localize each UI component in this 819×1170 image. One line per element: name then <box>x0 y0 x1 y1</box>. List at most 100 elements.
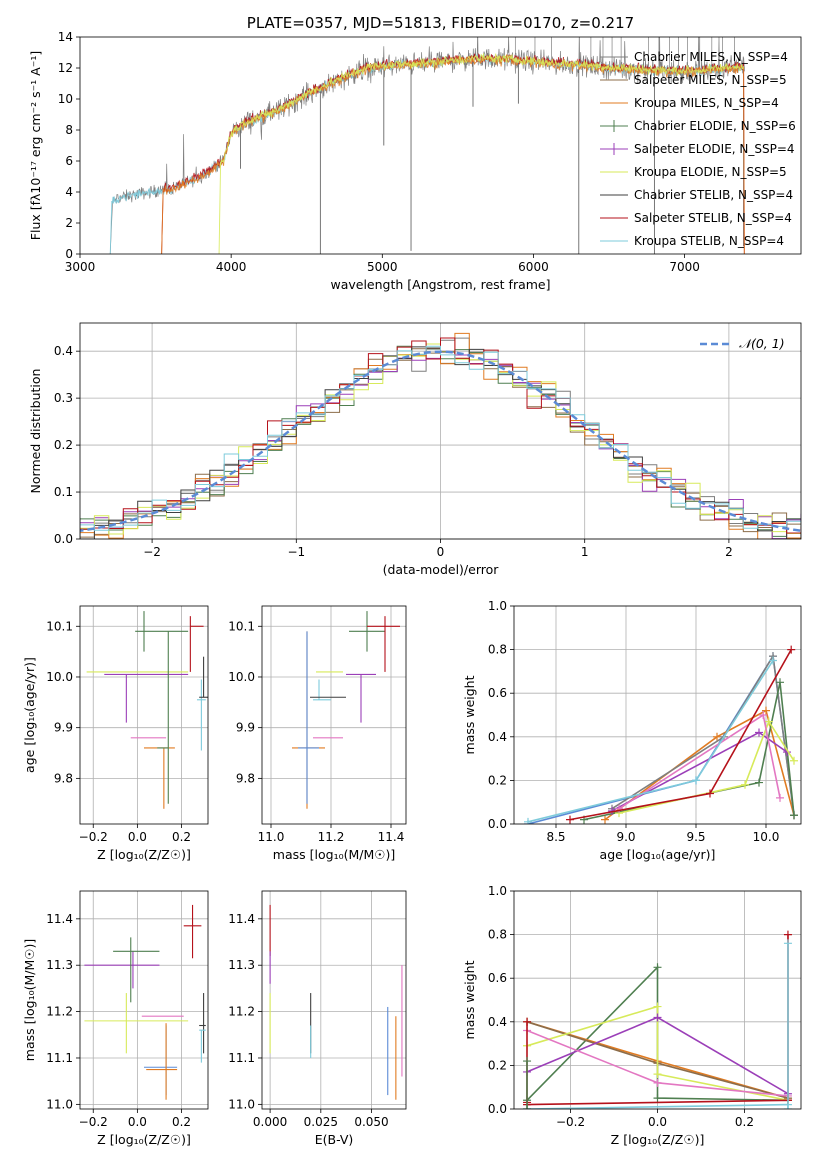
spectrum-frame <box>79 36 802 255</box>
y-tick-label: 9.9 <box>236 721 255 735</box>
weight-marker <box>755 778 763 787</box>
legend-label: Salpeter ELODIE, N_SSP=4 <box>634 142 795 156</box>
y-tick-label: 10.1 <box>46 619 73 633</box>
x-axis-label: Z [log₁₀(Z/Z☉)] <box>97 847 191 862</box>
y-tick-label: 0.4 <box>488 1015 507 1029</box>
y-tick-label: 11.3 <box>228 958 255 972</box>
weight-marker <box>783 930 792 939</box>
x-axis-label: age [log₁₀(age/yr)] <box>600 847 716 862</box>
y-tick-label: 11.0 <box>46 1097 73 1111</box>
x-tick-label: 3000 <box>65 260 96 274</box>
weight-marker <box>653 1002 662 1011</box>
x-tick-label: 9.5 <box>686 830 705 844</box>
x-tick-label: 1 <box>581 545 589 559</box>
y-tick-label: 0.2 <box>488 1058 507 1072</box>
normal-curve <box>80 350 801 533</box>
age-vs-z-points <box>86 611 208 809</box>
y-axis-label: Flux [fλ10⁻¹⁷ erg cm⁻² s⁻¹ A⁻¹] <box>28 51 43 240</box>
x-axis-label: Z [log₁₀(Z/Z☉)] <box>611 1132 705 1147</box>
weight-series-line <box>526 1103 789 1109</box>
y-tick-label: 11.2 <box>228 1005 255 1019</box>
y-tick-label: 0.4 <box>54 344 73 358</box>
weight-marker <box>776 793 784 802</box>
x-tick-label: 5000 <box>367 260 398 274</box>
legend-label: Kroupa ELODIE, N_SSP=5 <box>634 165 787 179</box>
weight-marker <box>523 1017 532 1026</box>
weight-marker <box>755 728 763 737</box>
y-tick-label: 1.0 <box>488 599 507 613</box>
weight-marker <box>653 1094 662 1103</box>
spectrum-axes: 3000 4000 5000 6000 7000 0 2 4 6 8 10 12 14 wavelengt… <box>28 30 700 292</box>
y-tick-label: 6 <box>65 154 73 168</box>
y-tick-label: 0.1 <box>54 485 73 499</box>
weight-vs-age-lines <box>524 645 798 824</box>
x-tick-label: 0.2 <box>735 1115 754 1129</box>
y-tick-label: 11.4 <box>228 912 255 926</box>
legend-label: Chabrier STELIB, N_SSP=4 <box>634 188 793 202</box>
weight-marker <box>787 645 796 654</box>
x-tick-label: 10.0 <box>753 830 780 844</box>
x-tick-label: 7000 <box>669 260 700 274</box>
y-tick-label: 10.0 <box>46 670 73 684</box>
model-spectrum-line <box>218 53 745 254</box>
y-tick-label: 8 <box>65 123 73 137</box>
x-tick-label: −0.2 <box>556 1115 585 1129</box>
y-tick-label: 0.8 <box>488 928 507 942</box>
y-tick-label: 0.6 <box>488 971 507 985</box>
weight-marker <box>762 706 770 715</box>
x-axis-label: mass [log₁₀(M/M☉)] <box>273 847 395 862</box>
y-tick-label: 11.1 <box>46 1051 73 1065</box>
weight-marker <box>764 717 773 726</box>
weight-marker <box>524 817 532 824</box>
x-tick-label: −1 <box>287 545 305 559</box>
y-tick-label: 12 <box>58 61 73 75</box>
x-axis-label: (data-model)/error <box>383 562 500 577</box>
x-tick-label: −0.2 <box>79 1115 108 1129</box>
y-tick-label: 11.3 <box>46 958 73 972</box>
y-tick-label: 0.2 <box>488 773 507 787</box>
y-tick-label: 0.0 <box>488 1102 507 1116</box>
x-tick-label: 9.0 <box>616 830 635 844</box>
weight-vs-z-frame <box>513 890 802 1110</box>
x-tick-label: 2 <box>725 545 733 559</box>
weight-marker <box>653 1070 662 1079</box>
x-axis-label: wavelength [Angstrom, rest frame] <box>330 277 550 292</box>
x-tick-label: 0.2 <box>172 1115 191 1129</box>
weight-marker <box>615 804 623 813</box>
y-axis-label: age [log₁₀(age/yr)] <box>22 657 37 773</box>
y-tick-label: 10.0 <box>228 670 255 684</box>
legend-label: 𝒩(0, 1) <box>739 336 785 351</box>
y-tick-label: 9.8 <box>236 771 255 785</box>
weight-marker <box>783 1105 792 1109</box>
weight-marker <box>523 1057 532 1066</box>
y-tick-label: 11.0 <box>228 1097 255 1111</box>
x-tick-label: 0.0 <box>128 1115 147 1129</box>
y-tick-label: 0.2 <box>54 438 73 452</box>
weight-series-line <box>569 649 792 821</box>
weight-vs-age-axes: 8.5 9.0 9.5 10.0 0.0 0.2 0.4 0.6 0.8 1.0 age [log₁… <box>462 599 801 862</box>
y-tick-label: 1.0 <box>488 884 507 898</box>
age-vs-z-frame <box>79 605 209 825</box>
legend-label: Kroupa STELIB, N_SSP=4 <box>634 234 784 248</box>
weight-series-line <box>583 682 795 821</box>
spectrum-lines <box>109 37 746 254</box>
mass-vs-ebv-axes: 0.000 0.025 0.050 11.0 11.1 11.2 11.3 11.4 E(B-V… <box>228 891 406 1147</box>
legend-label: Salpeter STELIB, N_SSP=4 <box>634 211 792 225</box>
y-tick-label: 0.0 <box>488 817 507 831</box>
legend-label: Salpeter MILES, N_SSP=5 <box>634 73 787 87</box>
y-tick-label: 11.2 <box>46 1005 73 1019</box>
age-vs-mass-points <box>292 611 400 809</box>
y-tick-label: 0.8 <box>488 643 507 657</box>
y-tick-label: 11.1 <box>228 1051 255 1065</box>
y-axis-label: mass weight <box>462 960 477 1039</box>
x-tick-label: 0 <box>437 545 445 559</box>
weight-series-line <box>526 1005 789 1102</box>
mass-vs-ebv-points <box>269 904 403 1100</box>
legend-label: Kroupa MILES, N_SSP=4 <box>634 96 779 110</box>
weight-series-line <box>527 660 774 823</box>
x-tick-label: 0.2 <box>172 830 191 844</box>
weight-marker <box>653 963 662 972</box>
mass-vs-z-frame <box>79 890 209 1110</box>
y-tick-label: 0.4 <box>488 730 507 744</box>
x-tick-label: 8.5 <box>546 830 565 844</box>
